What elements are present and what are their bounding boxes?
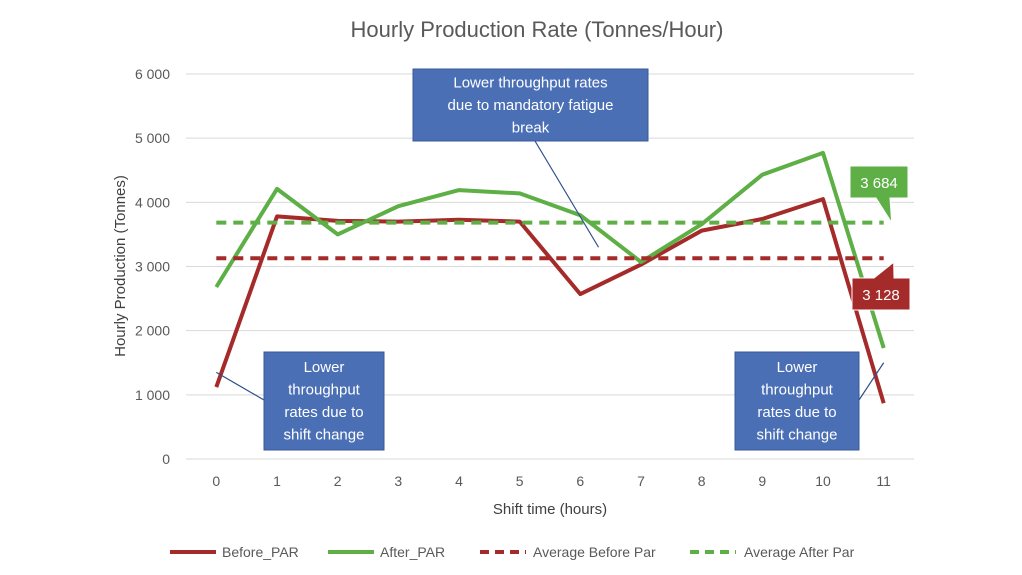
x-tick-label: 9 (758, 473, 766, 489)
data-label-layer: 3 684 3 128 (849, 165, 911, 311)
x-tick-label: 0 (212, 473, 220, 489)
y-tick-label: 6 000 (135, 66, 170, 82)
annotation-layer: Lower throughput rates due to mandatory f… (216, 68, 885, 451)
y-tick-label: 0 (162, 451, 170, 467)
annotation-box (734, 351, 860, 451)
x-axis-label: Shift time (hours) (493, 501, 607, 518)
data-label: 3 684 (860, 175, 898, 192)
annotation-text: rates due to (284, 404, 363, 421)
x-tick-label: 8 (698, 473, 706, 489)
chart-title: Hourly Production Rate (Tonnes/Hour) (351, 17, 724, 42)
x-tick-label: 5 (516, 473, 524, 489)
x-tick-label: 1 (273, 473, 281, 489)
legend: Before_PAR After_PAR Average Before Par Ave… (170, 544, 855, 560)
annotation-text: throughput (288, 382, 361, 399)
annotation-box (412, 68, 649, 142)
y-tick-label: 3 000 (135, 259, 170, 275)
annotation-text: Lower throughput rates (453, 74, 607, 91)
series-line-after-par (214, 150, 886, 349)
series-layer (214, 150, 886, 404)
y-tick-label: 5 000 (135, 130, 170, 146)
legend-label-average-after-par: Average After Par (744, 544, 855, 560)
y-axis-label: Hourly Production (Tonnes) (112, 175, 129, 357)
annotation-text: Lower (777, 359, 818, 376)
annotation-text: shift change (284, 427, 365, 444)
x-tick-label: 3 (394, 473, 402, 489)
x-tick-label: 2 (334, 473, 342, 489)
annotation-leader (858, 362, 885, 401)
x-axis-ticks: 0 1 2 3 4 5 6 7 8 9 10 11 (212, 473, 891, 489)
annotation-text: Lower (304, 359, 345, 376)
x-tick-label: 10 (815, 473, 831, 489)
data-label: 3 128 (862, 287, 900, 304)
data-label-box (849, 165, 909, 223)
x-tick-label: 4 (455, 473, 463, 489)
series-line-before-par (214, 197, 886, 404)
annotation-text: throughput (761, 382, 834, 399)
x-tick-label: 6 (576, 473, 584, 489)
y-axis-ticks: 0 1 000 2 000 3 000 4 000 5 000 6 000 (135, 66, 170, 467)
annotation-leader (534, 140, 600, 248)
x-tick-label: 7 (637, 473, 645, 489)
annotation-text: due to mandatory fatigue (448, 97, 614, 114)
x-tick-label: 11 (876, 473, 891, 489)
legend-label-average-before-par: Average Before Par (533, 544, 656, 560)
legend-label-before-par: Before_PAR (222, 544, 299, 560)
annotation-leader (216, 371, 265, 401)
y-tick-label: 1 000 (135, 387, 170, 403)
y-tick-label: 4 000 (135, 194, 170, 210)
data-label-box (851, 261, 911, 311)
legend-label-after-par: After_PAR (380, 544, 445, 560)
annotation-box (263, 351, 385, 451)
annotation-text: shift change (757, 427, 838, 444)
annotation-text: rates due to (757, 404, 836, 421)
y-tick-label: 2 000 (135, 323, 170, 339)
annotation-text: break (512, 119, 550, 136)
